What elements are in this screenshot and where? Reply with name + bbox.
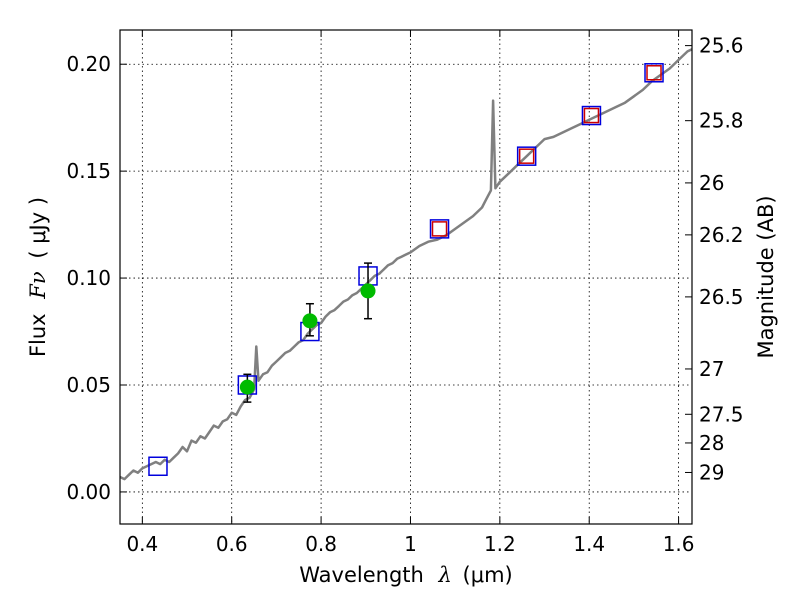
ticks: 0.4 0.6 0.8 1 1.2 1.4 1.6 0.00 0.05 0.10 0.15 0.20 2… — [66, 30, 744, 556]
x-tick-label: 1.2 — [484, 532, 516, 556]
x-axis-title-main: Wavelength — [299, 563, 424, 587]
y-tick-label: 0.05 — [66, 373, 111, 397]
y-axis-title-symbol: Fν — [26, 271, 50, 300]
nir-band-marker — [431, 221, 448, 237]
grid — [120, 30, 692, 524]
model-band-marker — [429, 219, 450, 239]
sed-line — [120, 48, 692, 481]
observed-point — [360, 283, 376, 299]
model-band-marker — [516, 146, 537, 166]
x-tick-label: 1.4 — [573, 532, 605, 556]
y-tick-label: 0.00 — [66, 480, 111, 504]
y2-axis-title: Magnitude (AB) — [754, 195, 778, 358]
model-band-marker — [148, 456, 168, 477]
nir-band-marker — [518, 148, 535, 164]
y2-tick-label: 25.8 — [699, 109, 744, 133]
y-tick-label: 0.10 — [66, 266, 111, 290]
y2-tick-label: 25.6 — [699, 34, 744, 58]
x-tick-label: 0.6 — [216, 532, 248, 556]
y2-tick-label: 27 — [699, 357, 724, 381]
y2-tick-label: 27.5 — [699, 402, 744, 426]
x-axis-title: Wavelength λ (μm) — [299, 563, 512, 587]
y-axis-title: Flux Fν ( μJy ) — [26, 197, 50, 357]
y2-tick-label: 29 — [699, 460, 724, 484]
plot-frame — [119, 29, 693, 525]
y-tick-label: 0.20 — [66, 52, 111, 76]
nir-band-marker — [646, 65, 662, 81]
y-axis-title-unit: ( μJy ) — [26, 197, 50, 259]
series-layer — [120, 48, 692, 481]
y2-tick-label: 26.5 — [699, 285, 744, 309]
observed-point — [302, 313, 318, 329]
x-tick-label: 0.4 — [126, 532, 158, 556]
x-tick-label: 0.8 — [305, 532, 337, 556]
y-axis-title-main: Flux — [26, 313, 50, 357]
y2-tick-label: 26 — [699, 171, 724, 195]
y2-tick-label: 26.2 — [699, 223, 744, 247]
x-axis-title-symbol: λ — [438, 563, 452, 587]
y-tick-label: 0.15 — [66, 159, 111, 183]
x-tick-label: 1.6 — [663, 532, 695, 556]
model-band-marker — [581, 105, 602, 126]
model-band-marker — [644, 63, 664, 83]
x-tick-label: 1 — [404, 532, 417, 556]
nir-band-marker — [583, 107, 600, 124]
y2-tick-label: 28 — [699, 431, 724, 455]
x-axis-title-unit: (μm) — [463, 563, 513, 587]
observed-point — [239, 379, 255, 395]
